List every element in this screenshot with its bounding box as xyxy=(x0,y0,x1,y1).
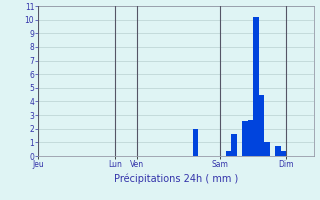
Bar xyxy=(275,146,281,156)
Bar xyxy=(248,120,253,156)
Bar xyxy=(253,17,259,156)
Bar xyxy=(193,129,198,156)
Bar xyxy=(231,134,236,156)
Bar xyxy=(264,142,269,156)
X-axis label: Précipitations 24h ( mm ): Précipitations 24h ( mm ) xyxy=(114,173,238,184)
Bar xyxy=(242,121,248,156)
Bar xyxy=(259,95,264,156)
Bar xyxy=(226,151,231,156)
Bar xyxy=(281,151,286,156)
